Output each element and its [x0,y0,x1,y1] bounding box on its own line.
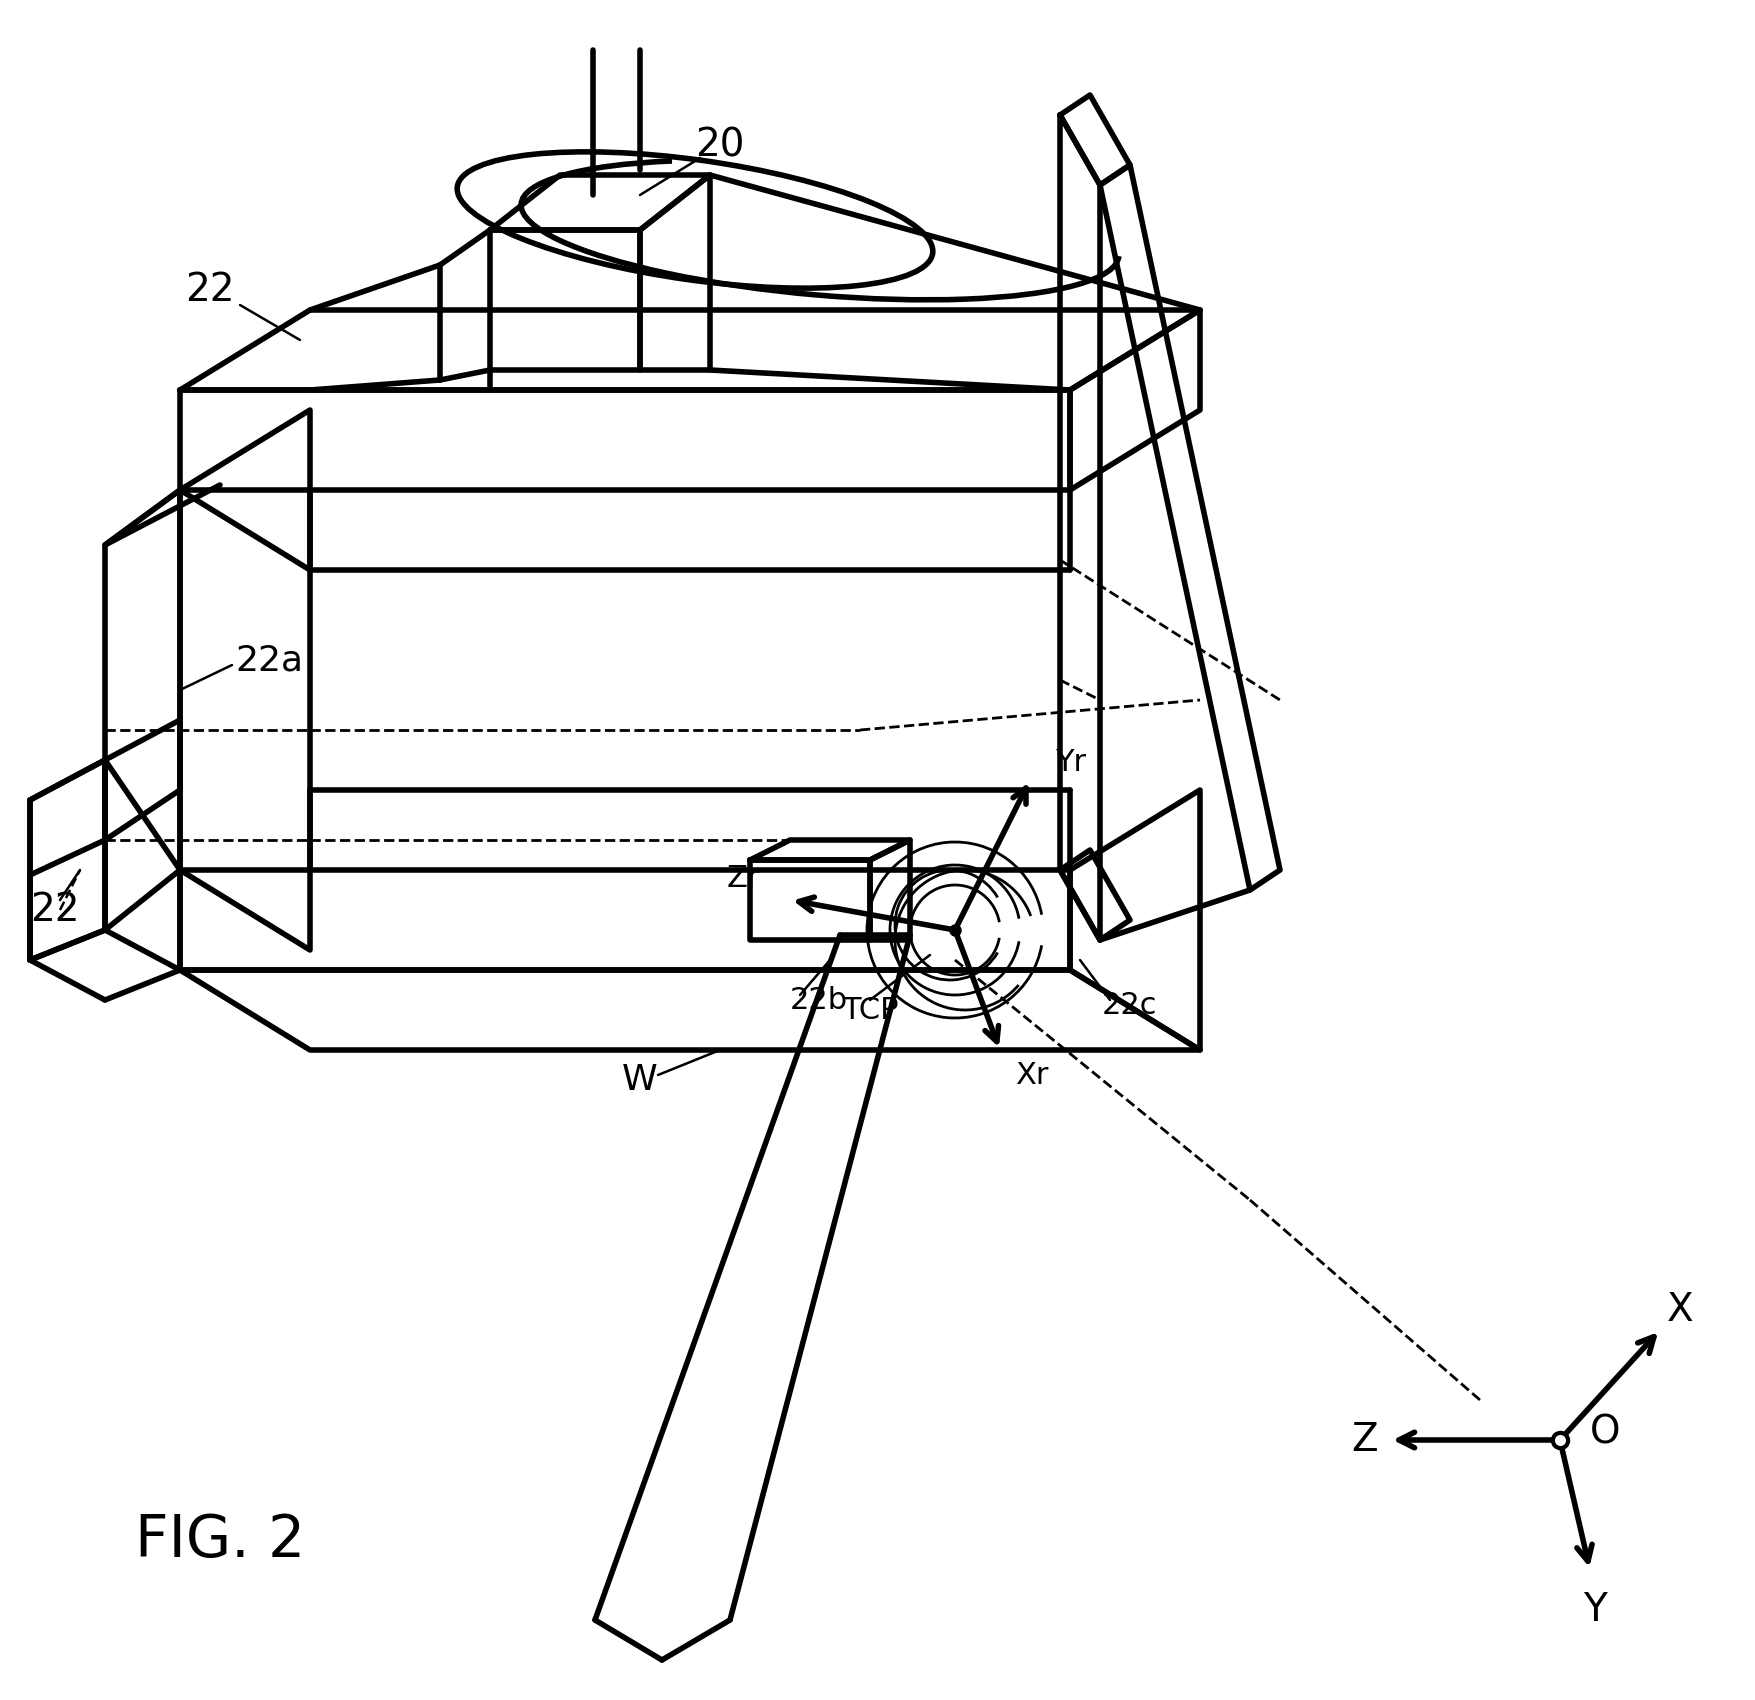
Text: O: O [1590,1413,1620,1452]
Text: Xr: Xr [1014,1061,1048,1090]
Text: Zr: Zr [727,864,760,892]
Text: FIG. 2: FIG. 2 [135,1511,305,1569]
Text: 22c: 22c [1102,991,1158,1020]
Text: 22: 22 [186,270,235,309]
Text: 22a: 22a [235,643,304,677]
Text: 20: 20 [695,126,744,163]
Text: 22b: 22b [790,986,848,1015]
Text: 22: 22 [30,891,79,928]
Text: X: X [1667,1290,1694,1329]
Text: TCP: TCP [842,996,899,1025]
Text: W: W [621,1062,658,1096]
Text: Y: Y [1583,1591,1608,1629]
Text: Z: Z [1351,1421,1378,1459]
Text: Yr: Yr [1055,748,1086,777]
